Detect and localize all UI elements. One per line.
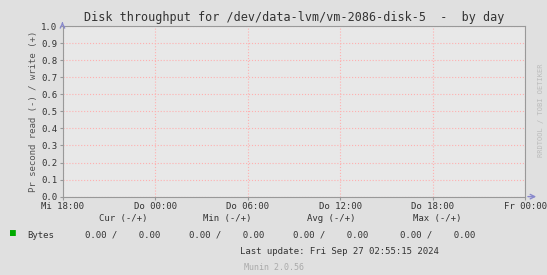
Text: Min (-/+): Min (-/+) [203, 214, 251, 223]
Text: RRDTOOL / TOBI OETIKER: RRDTOOL / TOBI OETIKER [538, 63, 544, 157]
Title: Disk throughput for /dev/data-lvm/vm-2086-disk-5  -  by day: Disk throughput for /dev/data-lvm/vm-208… [84, 10, 504, 24]
Text: 0.00 /    0.00: 0.00 / 0.00 [400, 231, 475, 240]
Text: Last update: Fri Sep 27 02:55:15 2024: Last update: Fri Sep 27 02:55:15 2024 [240, 248, 439, 256]
Text: Max (-/+): Max (-/+) [414, 214, 462, 223]
Text: Bytes: Bytes [27, 231, 54, 240]
Text: 0.00 /    0.00: 0.00 / 0.00 [85, 231, 161, 240]
Text: Munin 2.0.56: Munin 2.0.56 [243, 263, 304, 272]
Text: Avg (-/+): Avg (-/+) [307, 214, 355, 223]
Text: 0.00 /    0.00: 0.00 / 0.00 [293, 231, 369, 240]
Y-axis label: Pr second read (-) / write (+): Pr second read (-) / write (+) [30, 31, 38, 192]
Text: 0.00 /    0.00: 0.00 / 0.00 [189, 231, 265, 240]
Text: ■: ■ [10, 229, 16, 238]
Text: Cur (-/+): Cur (-/+) [99, 214, 147, 223]
